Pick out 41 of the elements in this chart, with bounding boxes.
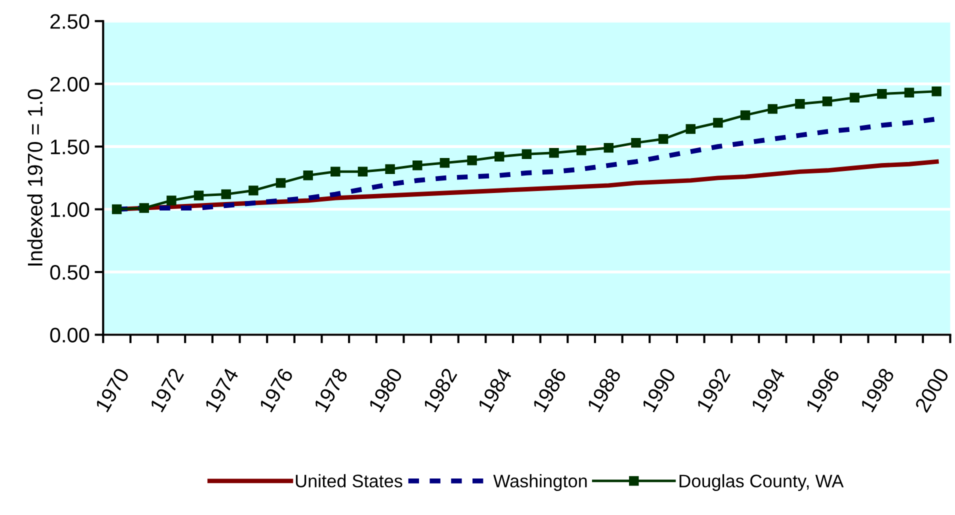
point — [658, 134, 668, 144]
y-tick-label: 2.00 — [50, 76, 90, 92]
point — [795, 99, 805, 109]
point — [740, 110, 750, 120]
point — [932, 86, 942, 96]
point — [850, 92, 860, 103]
point — [686, 124, 696, 134]
point — [166, 196, 176, 206]
point — [604, 142, 614, 153]
y-axis-title: Indexed 1970 = 1.0 — [27, 89, 43, 266]
point — [768, 104, 778, 114]
point — [139, 203, 149, 213]
point — [112, 204, 122, 214]
point — [467, 156, 477, 166]
point — [221, 189, 231, 200]
point — [358, 166, 368, 177]
point — [385, 164, 395, 174]
legend-label: Washington — [493, 474, 587, 491]
y-tick-label: 2.50 — [50, 14, 90, 29]
point — [330, 166, 340, 177]
point — [576, 145, 586, 156]
point — [440, 158, 450, 168]
point — [276, 178, 286, 188]
legend-label: Douglas County, WA — [680, 474, 844, 491]
y-tick-label: 1.00 — [50, 202, 90, 218]
point — [549, 148, 559, 158]
legend-label: United States — [296, 474, 402, 488]
point — [904, 88, 914, 98]
point — [877, 89, 887, 99]
point — [713, 118, 723, 128]
point — [522, 149, 532, 159]
point — [303, 170, 313, 180]
point — [494, 152, 504, 162]
point — [631, 138, 641, 148]
point — [412, 160, 422, 170]
point — [248, 186, 258, 196]
y-tick-label: 1.50 — [50, 140, 90, 154]
point — [822, 96, 832, 106]
point — [194, 190, 204, 200]
y-tick-label: 0.00 — [50, 328, 90, 343]
y-tick-label: 0.50 — [50, 265, 90, 280]
